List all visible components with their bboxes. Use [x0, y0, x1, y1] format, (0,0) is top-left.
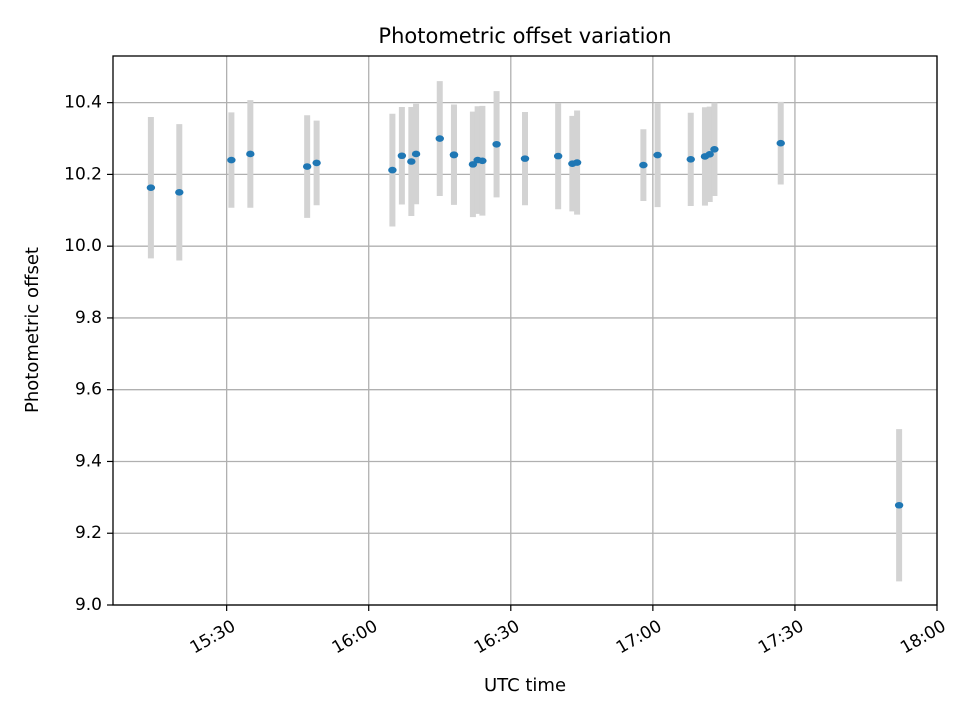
data-point — [449, 151, 459, 158]
y-axis-label: Photometric offset — [22, 247, 43, 413]
data-point — [411, 150, 421, 158]
data-point — [520, 155, 530, 162]
x-tick-label: 18:00 — [897, 616, 949, 658]
plot-frame — [112, 55, 938, 606]
data-point — [146, 184, 156, 191]
data-point — [388, 166, 397, 174]
data-point — [710, 145, 719, 153]
data-point — [246, 150, 255, 158]
data-point — [553, 152, 563, 160]
data-point — [397, 152, 407, 160]
data-point — [705, 151, 714, 158]
y-tick-label: 10.4 — [64, 93, 102, 113]
y-tick-label: 10.0 — [64, 236, 102, 256]
y-tick-label: 9.6 — [75, 380, 102, 400]
data-point — [227, 156, 236, 164]
chart-title: Photometric offset variation — [378, 24, 671, 48]
data-point — [175, 189, 184, 196]
data-point — [302, 163, 312, 170]
x-axis-label: UTC time — [484, 675, 566, 696]
x-tick-label: 15:30 — [187, 616, 239, 658]
data-point — [478, 157, 487, 165]
data-point — [776, 139, 785, 147]
data-point — [492, 140, 501, 148]
data-point — [572, 159, 582, 166]
data-point — [686, 156, 695, 163]
x-tick-label: 17:30 — [755, 616, 807, 658]
data-points — [146, 135, 904, 509]
data-point — [639, 161, 648, 169]
y-tick-label: 9.0 — [75, 595, 102, 615]
data-point — [468, 161, 478, 168]
ticks: 15:30 16:00 16:30 17:00 17:30 18:00 9.0 9.2 9.4 9… — [64, 93, 949, 659]
y-tick-label: 9.2 — [75, 523, 102, 543]
x-tick-label: 17:00 — [613, 616, 665, 658]
data-point — [407, 158, 416, 165]
y-tick-label: 9.4 — [75, 451, 102, 471]
data-point — [894, 501, 904, 509]
x-tick-label: 16:30 — [471, 616, 523, 658]
x-tick-label: 16:00 — [329, 616, 381, 658]
data-point — [653, 151, 662, 159]
data-point — [312, 159, 321, 167]
data-point — [435, 135, 444, 142]
y-tick-label: 10.2 — [64, 164, 102, 184]
y-tick-label: 9.8 — [75, 308, 102, 328]
